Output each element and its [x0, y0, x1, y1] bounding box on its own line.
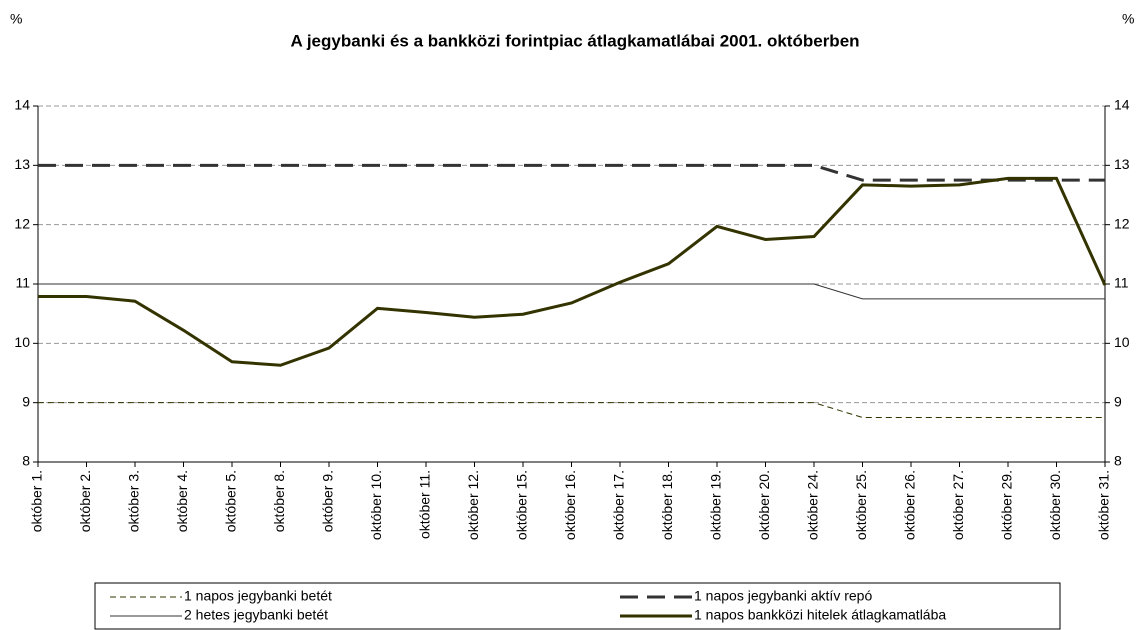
x-tick-label: október 11. [417, 470, 433, 539]
x-tick-label: október 29. [999, 470, 1015, 540]
series-line [38, 402, 1105, 418]
series-line [38, 163, 1105, 182]
x-tick-label: október 24. [805, 470, 821, 540]
x-tick-label: október 17. [611, 470, 627, 540]
x-tick-label: október 25. [853, 470, 869, 540]
y-tick-label: 9 [22, 393, 30, 409]
x-tick-label: október 4. [174, 470, 190, 532]
y-tick-label: 8 [22, 453, 30, 469]
legend-label: 2 hetes jegybanki betét [184, 607, 328, 623]
y-axis-label: % [10, 11, 22, 27]
y-tick-label: 14 [14, 97, 30, 113]
x-tick-label: október 2. [77, 470, 93, 532]
x-tick-label: október 27. [950, 470, 966, 540]
x-tick-label: október 26. [902, 470, 918, 540]
y2-axis-label: % [1122, 11, 1134, 27]
x-tick-label: október 8. [271, 470, 287, 532]
y2-tick-label: 8 [1114, 453, 1122, 469]
y2-tick-label: 9 [1114, 393, 1122, 409]
y2-tick-label: 11 [1114, 275, 1129, 291]
legend-box [94, 582, 1061, 630]
x-tick-label: október 19. [708, 470, 724, 540]
x-tick-label: október 3. [126, 470, 142, 532]
y-tick-label: 13 [14, 156, 30, 172]
y2-tick-label: 14 [1114, 97, 1130, 113]
x-tick-label: október 31. [1096, 470, 1112, 540]
series-line [38, 283, 1105, 300]
legend-label: 1 napos bankközi hitelek átlagkamatlába [694, 607, 946, 623]
x-tick-label: október 16. [562, 470, 578, 540]
x-tick-label: október 9. [320, 470, 336, 532]
y-tick-label: 10 [14, 334, 30, 350]
x-tick-label: október 15. [514, 470, 530, 540]
legend-label: 1 napos jegybanki aktív repó [694, 588, 872, 604]
y-tick-label: 12 [14, 215, 30, 231]
x-tick-label: október 12. [465, 470, 481, 540]
legend-label: 1 napos jegybanki betét [184, 588, 332, 604]
x-tick-label: október 5. [223, 470, 239, 532]
series-line [38, 176, 1107, 367]
x-tick-label: október 10. [368, 470, 384, 540]
chart-title: A jegybanki és a bankközi forintpiac átl… [290, 31, 859, 50]
y-tick-label: 11 [15, 275, 30, 291]
x-tick-label: október 20. [756, 470, 772, 540]
x-tick-label: október 30. [1047, 470, 1063, 540]
y2-tick-label: 10 [1114, 334, 1130, 350]
x-tick-label: október 1. [29, 470, 45, 532]
x-tick-label: október 18. [659, 470, 675, 540]
y2-tick-label: 12 [1114, 215, 1130, 231]
y2-tick-label: 13 [1114, 156, 1130, 172]
